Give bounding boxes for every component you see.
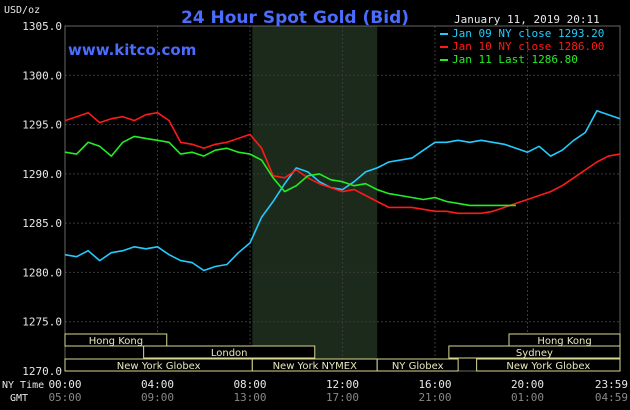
legend-entry: Jan 09 NY close 1293.20 (452, 27, 604, 40)
y-tick-label: 1295.0 (22, 119, 62, 132)
session-label: Hong Kong (89, 336, 143, 347)
legend-entry: Jan 11 Last 1286.80 (452, 53, 578, 66)
x-tick-label-ny: 04:00 (141, 378, 174, 391)
x-tick-label-ny: 08:00 (233, 378, 266, 391)
session-label: Hong Kong (537, 336, 591, 347)
chart-title: 24 Hour Spot Gold (Bid) (181, 8, 409, 28)
y-tick-label: 1280.0 (22, 266, 62, 279)
row-label-gmt: GMT (10, 393, 28, 404)
legend-entry: Jan 10 NY close 1286.00 (452, 40, 604, 53)
y-tick-label: 1305.0 (22, 20, 62, 33)
x-tick-label-ny: 12:00 (326, 378, 359, 391)
x-tick-label-gmt: 04:59 (595, 391, 628, 404)
x-tick-label-gmt: 13:00 (233, 391, 266, 404)
session-bar (448, 345, 621, 359)
y-tick-label: 1270.0 (22, 365, 62, 378)
session-bar (143, 345, 316, 359)
series-line-2 (64, 111, 621, 215)
row-label-ny-time: NY Time (2, 380, 44, 391)
x-tick-label-gmt: 09:00 (141, 391, 174, 404)
session-label: NY Globex (392, 361, 444, 372)
x-tick-label-gmt: 05:00 (48, 391, 81, 404)
session-label: New York NYMEX (273, 361, 358, 372)
session-label: London (211, 348, 248, 359)
y-tick-label: 1290.0 (22, 168, 62, 181)
x-tick-label-ny: 16:00 (418, 378, 451, 391)
x-tick-label-gmt: 21:00 (418, 391, 451, 404)
chart-date-label: January 11, 2019 20:11 (454, 13, 600, 26)
y-tick-label: 1275.0 (22, 316, 62, 329)
y-axis-unit-label: USD/oz (4, 5, 40, 16)
x-tick-label-gmt: 17:00 (326, 391, 359, 404)
x-tick-label-ny: 20:00 (511, 378, 544, 391)
y-tick-label: 1285.0 (22, 217, 62, 230)
session-bar (476, 358, 621, 372)
nymex-session-shade (252, 26, 378, 371)
session-bar (64, 333, 168, 347)
session-bar (376, 358, 459, 372)
session-label: New York Globex (117, 361, 201, 372)
watermark-text: www.kitco.com (68, 41, 196, 59)
x-tick-label-ny: 00:00 (48, 378, 81, 391)
x-tick-label-gmt: 01:00 (511, 391, 544, 404)
session-label: Sydney (516, 348, 553, 359)
y-tick-label: 1300.0 (22, 69, 62, 82)
series-line-3 (64, 135, 516, 207)
session-label: New York Globex (506, 361, 590, 372)
x-tick-label-ny: 23:59 (595, 378, 628, 391)
series-line-1 (64, 110, 621, 272)
